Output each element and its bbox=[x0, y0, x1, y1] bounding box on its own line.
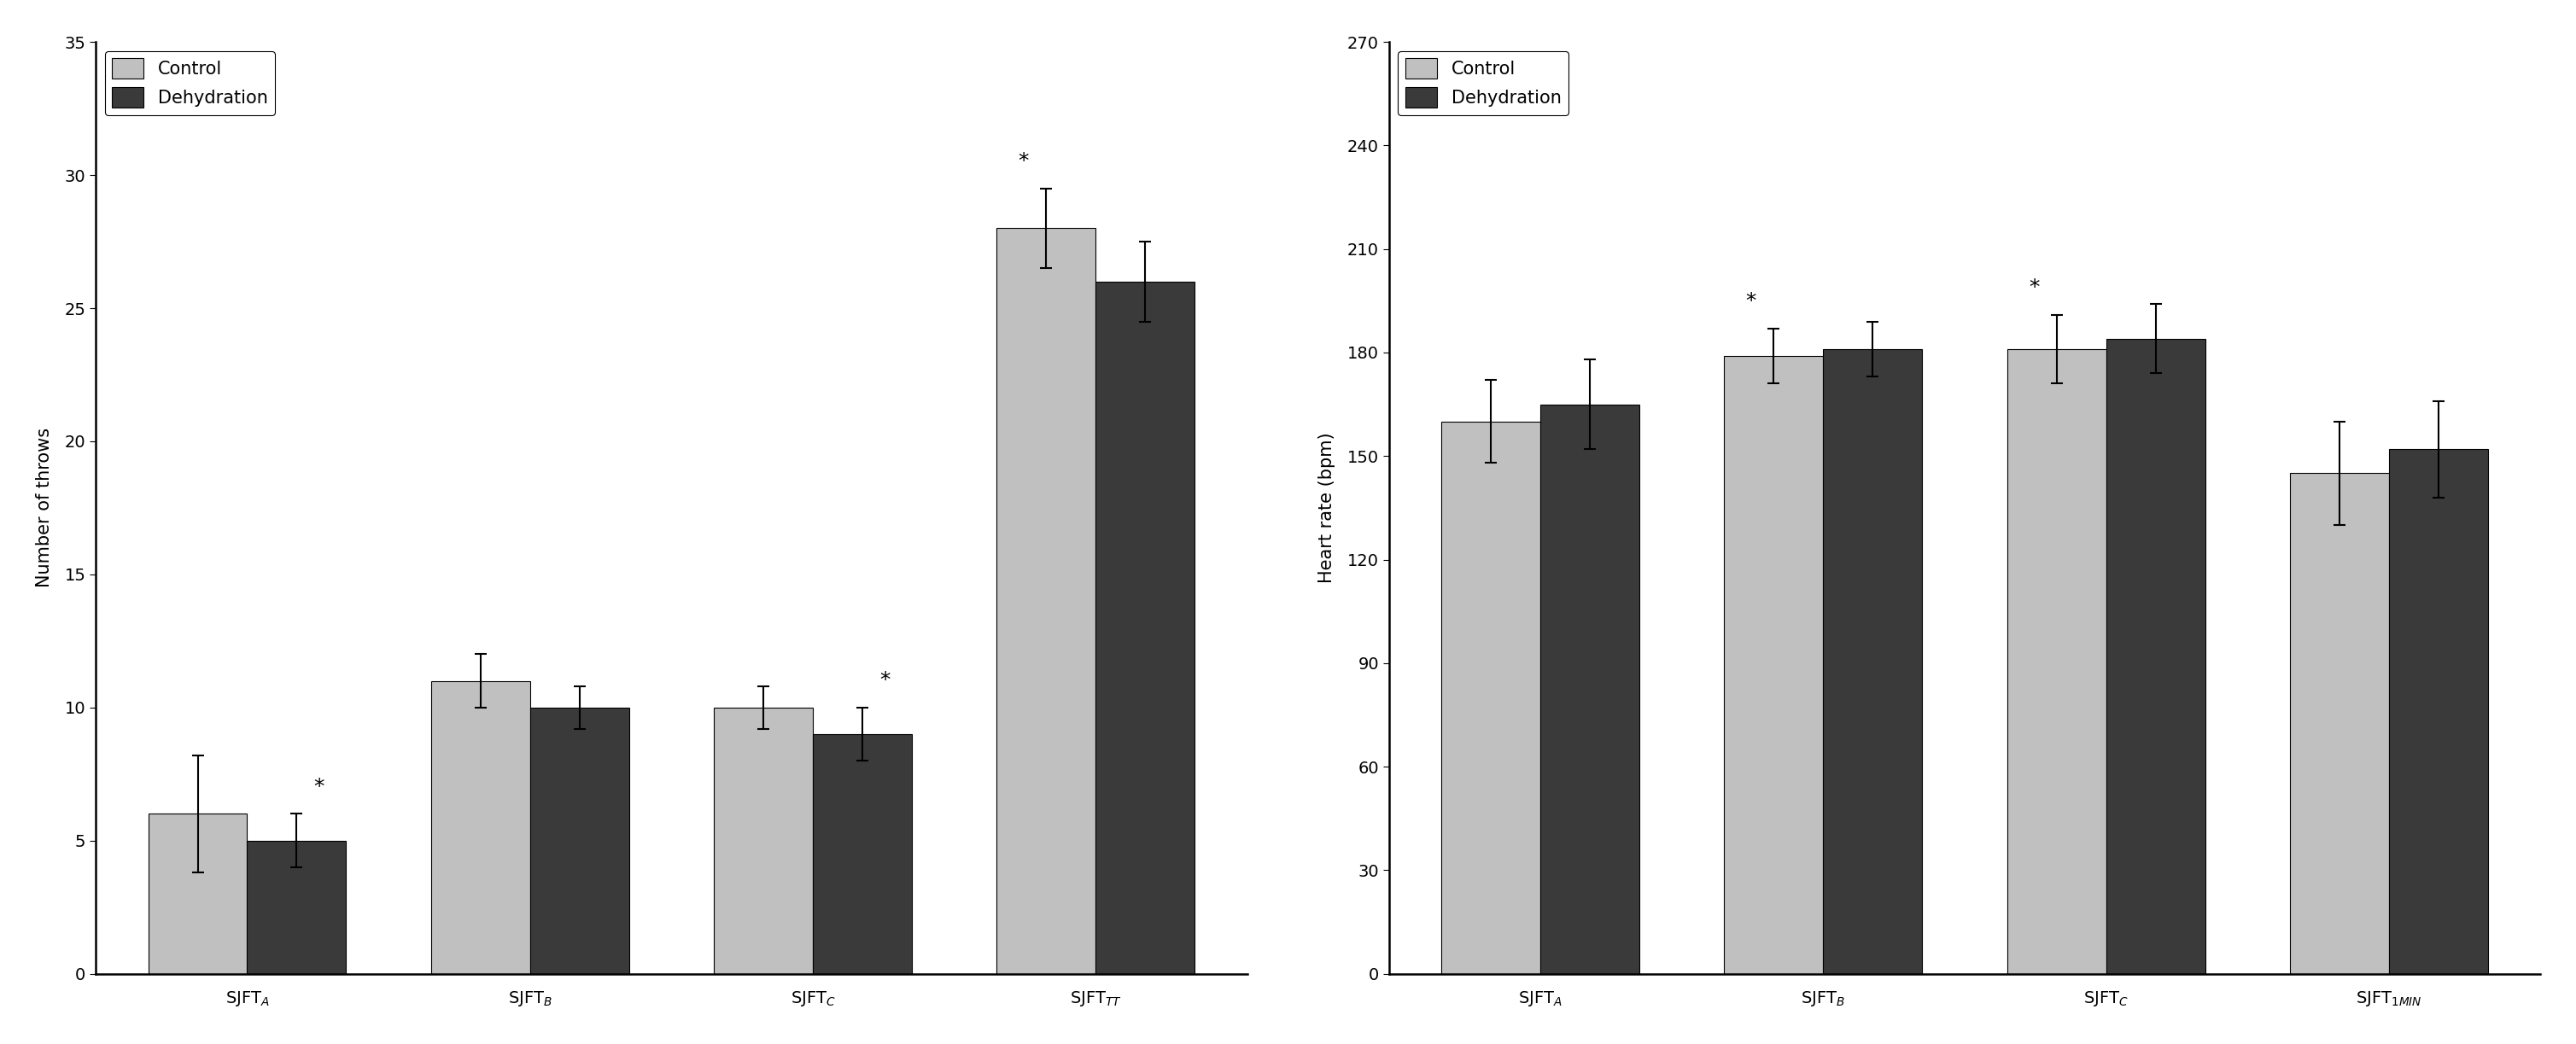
Bar bbox=[2107, 338, 2205, 974]
Text: *: * bbox=[1018, 151, 1028, 171]
Bar bbox=[814, 734, 912, 974]
Bar bbox=[2290, 473, 2388, 974]
Bar bbox=[1095, 282, 1195, 974]
Text: *: * bbox=[881, 670, 891, 691]
Text: *: * bbox=[314, 777, 325, 798]
Bar bbox=[531, 708, 629, 974]
Bar bbox=[1824, 349, 1922, 974]
Bar bbox=[2388, 449, 2488, 974]
Text: *: * bbox=[2030, 278, 2040, 298]
Bar bbox=[430, 681, 531, 974]
Bar bbox=[247, 840, 345, 974]
Bar bbox=[1723, 356, 1824, 974]
Bar bbox=[149, 814, 247, 974]
Bar bbox=[1443, 422, 1540, 974]
Bar bbox=[997, 229, 1095, 974]
Y-axis label: Number of throws: Number of throws bbox=[36, 428, 52, 588]
Legend: Control, Dehydration: Control, Dehydration bbox=[1399, 51, 1569, 115]
Y-axis label: Heart rate (bpm): Heart rate (bpm) bbox=[1319, 432, 1334, 584]
Bar bbox=[714, 708, 814, 974]
Bar bbox=[1540, 404, 1638, 974]
Legend: Control, Dehydration: Control, Dehydration bbox=[106, 51, 276, 115]
Bar bbox=[2007, 349, 2107, 974]
Text: *: * bbox=[1747, 291, 1757, 311]
